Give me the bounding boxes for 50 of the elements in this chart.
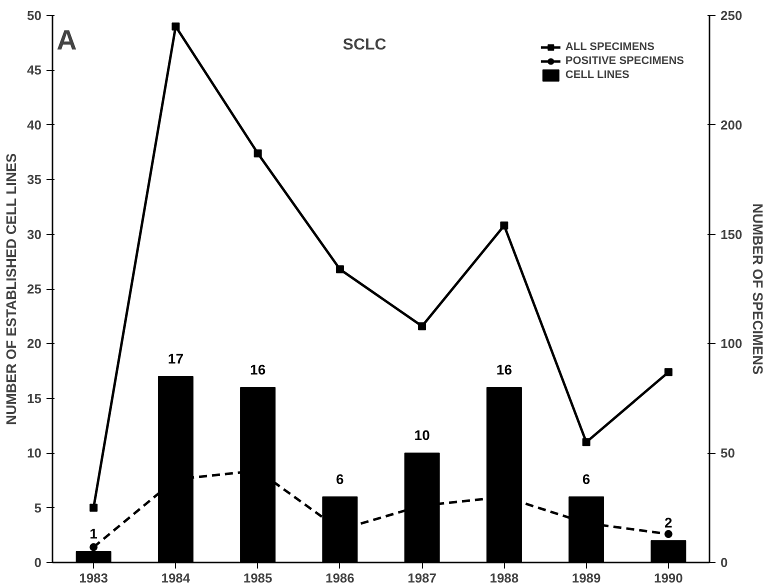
data-label: 16 — [250, 361, 266, 378]
point — [418, 322, 426, 330]
point — [500, 222, 508, 230]
x-tick-label: 1988 — [490, 570, 519, 585]
y-tick-label: 35 — [27, 172, 42, 188]
y2-tick-label: 0 — [720, 555, 728, 570]
annotation: A — [56, 24, 77, 56]
y-tick-label: 30 — [27, 226, 42, 242]
data-label: 17 — [168, 350, 184, 367]
x-tick-label: 1989 — [572, 570, 601, 585]
y2-tick-label: 250 — [720, 8, 742, 23]
y-tick-label: 5 — [34, 500, 42, 516]
y2-tick-label: 150 — [720, 226, 742, 242]
data-label: 6 — [582, 470, 590, 487]
y2-tick-label: 50 — [720, 446, 735, 461]
data-label: 2 — [664, 514, 673, 531]
y2-tick-label: 200 — [720, 117, 742, 132]
point — [172, 22, 180, 30]
data-label: 1 — [90, 526, 98, 542]
y-tick-label: 15 — [27, 390, 42, 406]
x-tick-label: 1983 — [79, 570, 108, 585]
x-tick-label: 1990 — [654, 570, 683, 585]
point — [664, 530, 672, 538]
point — [664, 368, 672, 376]
y-tick-label: 25 — [27, 282, 42, 296]
y2-tick-label: 100 — [720, 336, 742, 352]
y-tick-label: 50 — [27, 8, 42, 23]
x-tick-label: 1986 — [325, 570, 354, 585]
x-tick-label: 1984 — [161, 570, 191, 585]
point — [90, 543, 98, 552]
legend-label: POSITIVE SPECIMENS — [565, 54, 684, 68]
y-axis-title: NUMBER OF ESTABLISHED CELL LINES — [3, 153, 20, 425]
y-tick-label: 40 — [27, 117, 42, 132]
point — [254, 149, 262, 158]
x-tick-label: 1985 — [243, 570, 272, 585]
data-label: 16 — [496, 361, 512, 378]
y-tick-label: 0 — [34, 555, 42, 570]
data-label: 10 — [414, 427, 430, 444]
data-label: 6 — [336, 470, 344, 487]
x-tick-label: 1987 — [408, 570, 437, 585]
y-tick-label: 20 — [27, 336, 42, 352]
text: SCLC — [342, 36, 387, 54]
point — [90, 504, 98, 512]
y2-axis-title: NUMBER OF SPECIMENS — [750, 203, 766, 375]
legend-label: CELL LINES — [565, 68, 630, 82]
point — [582, 438, 590, 446]
y-tick-label: 45 — [27, 62, 42, 78]
y-tick-label: 10 — [27, 446, 42, 461]
legend-label: ALL SPECIMENS — [565, 40, 654, 54]
point — [336, 265, 344, 274]
